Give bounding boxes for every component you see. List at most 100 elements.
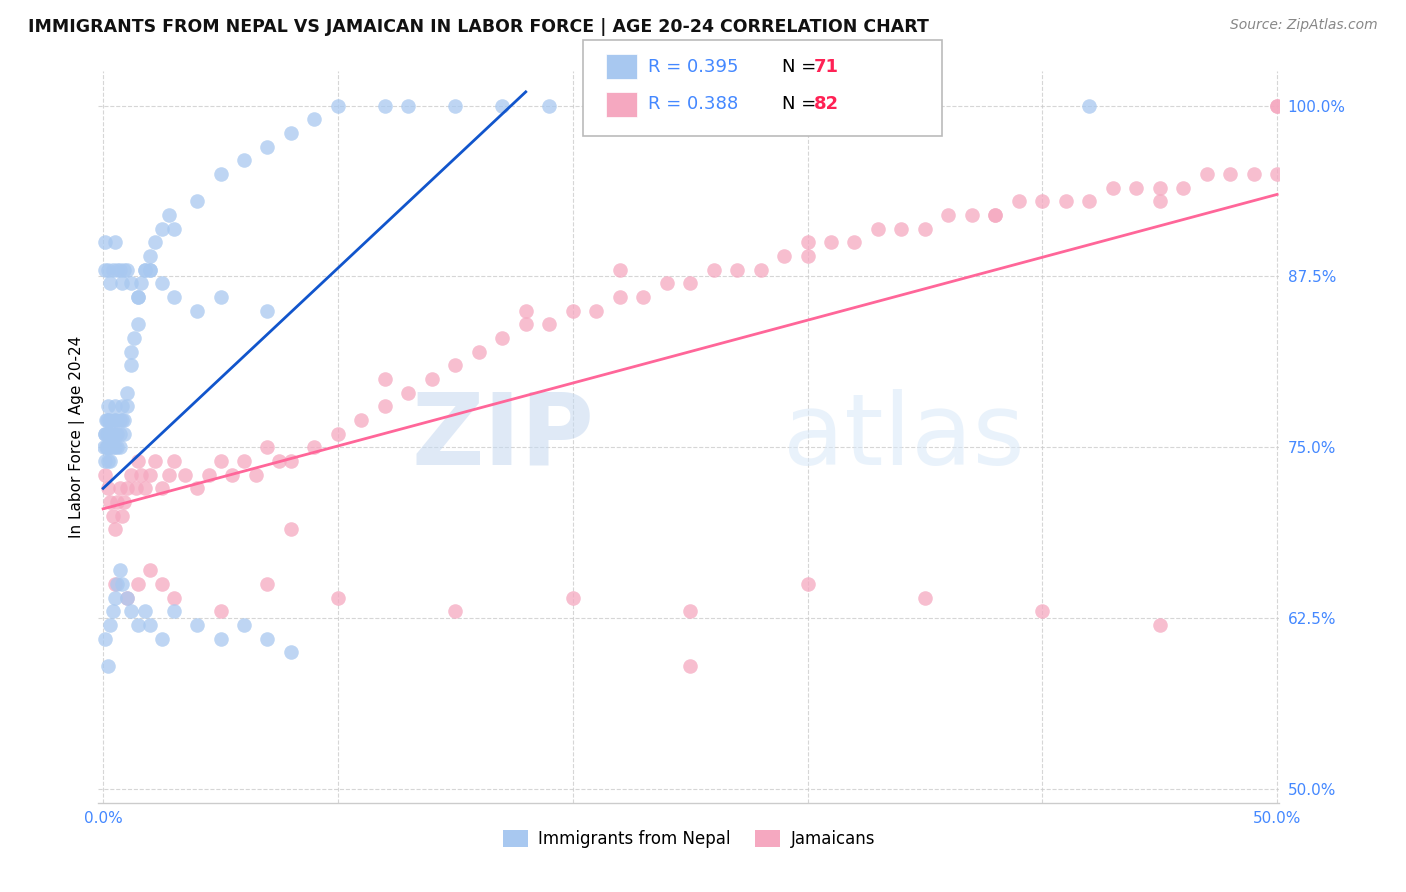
Point <box>256 139 278 153</box>
Point <box>326 426 349 441</box>
Point <box>186 618 208 632</box>
Point <box>1265 98 1288 112</box>
Point <box>914 98 936 112</box>
Point <box>1101 180 1123 194</box>
Point <box>304 440 326 454</box>
Point <box>162 604 184 618</box>
Point <box>256 632 278 646</box>
Point <box>1008 194 1031 209</box>
Point <box>98 454 121 468</box>
Point <box>94 632 117 646</box>
Point <box>101 508 124 523</box>
Point <box>679 98 702 112</box>
Point <box>96 413 118 427</box>
Point <box>97 400 120 414</box>
Point <box>134 604 156 618</box>
Point <box>112 262 135 277</box>
Point <box>174 467 197 482</box>
Point <box>256 577 278 591</box>
Point <box>120 277 142 291</box>
Point <box>97 440 120 454</box>
Point <box>94 426 117 441</box>
Point <box>94 262 117 277</box>
Point <box>98 440 121 454</box>
Point <box>108 481 131 495</box>
Point <box>105 426 128 441</box>
Point <box>609 290 631 304</box>
Text: ZIP: ZIP <box>412 389 595 485</box>
Point <box>221 467 243 482</box>
Point <box>129 277 152 291</box>
Point <box>96 440 118 454</box>
Point <box>143 454 166 468</box>
Point <box>280 645 302 659</box>
Point <box>984 208 1007 222</box>
Point <box>491 331 513 345</box>
Point <box>108 262 131 277</box>
Point <box>111 413 134 427</box>
Text: Source: ZipAtlas.com: Source: ZipAtlas.com <box>1230 18 1378 32</box>
Point <box>97 426 120 441</box>
Point <box>1031 194 1053 209</box>
Point <box>245 467 267 482</box>
Point <box>491 98 513 112</box>
Point <box>93 440 115 454</box>
Point <box>820 235 842 250</box>
Point <box>150 277 173 291</box>
Point <box>609 98 631 112</box>
Point <box>134 481 156 495</box>
Point <box>1149 618 1171 632</box>
Point <box>115 400 138 414</box>
Point <box>150 577 173 591</box>
Point <box>1265 167 1288 181</box>
Point <box>280 522 302 536</box>
Point <box>186 303 208 318</box>
Point <box>162 290 184 304</box>
Point <box>209 454 232 468</box>
Point <box>1054 194 1077 209</box>
Point <box>112 495 135 509</box>
Point <box>984 208 1007 222</box>
Point <box>104 522 127 536</box>
Point <box>1078 98 1101 112</box>
Point <box>538 98 561 112</box>
Point <box>1219 167 1241 181</box>
Text: 82: 82 <box>814 95 839 113</box>
Point <box>105 413 128 427</box>
Point <box>960 208 983 222</box>
Point <box>468 344 491 359</box>
Point <box>127 318 149 332</box>
Point <box>98 413 121 427</box>
Point <box>101 262 124 277</box>
Point <box>679 604 702 618</box>
Y-axis label: In Labor Force | Age 20-24: In Labor Force | Age 20-24 <box>69 336 84 538</box>
Point <box>150 632 173 646</box>
Point <box>112 413 135 427</box>
Point <box>269 454 291 468</box>
Point <box>844 235 866 250</box>
Point <box>101 604 124 618</box>
Point <box>127 290 149 304</box>
Point <box>326 591 349 605</box>
Point <box>162 221 184 235</box>
Point <box>256 303 278 318</box>
Point <box>233 618 256 632</box>
Point <box>94 467 117 482</box>
Point <box>150 221 173 235</box>
Point <box>256 440 278 454</box>
Point <box>94 413 117 427</box>
Point <box>97 659 120 673</box>
Text: 71: 71 <box>814 58 839 76</box>
Point <box>139 618 162 632</box>
Point <box>139 249 162 263</box>
Point <box>139 262 162 277</box>
Point <box>98 413 121 427</box>
Point <box>105 577 128 591</box>
Point <box>609 262 631 277</box>
Point <box>120 467 142 482</box>
Point <box>914 221 936 235</box>
Point <box>420 372 443 386</box>
Point <box>97 440 120 454</box>
Text: R = 0.395: R = 0.395 <box>648 58 738 76</box>
Point <box>108 426 131 441</box>
